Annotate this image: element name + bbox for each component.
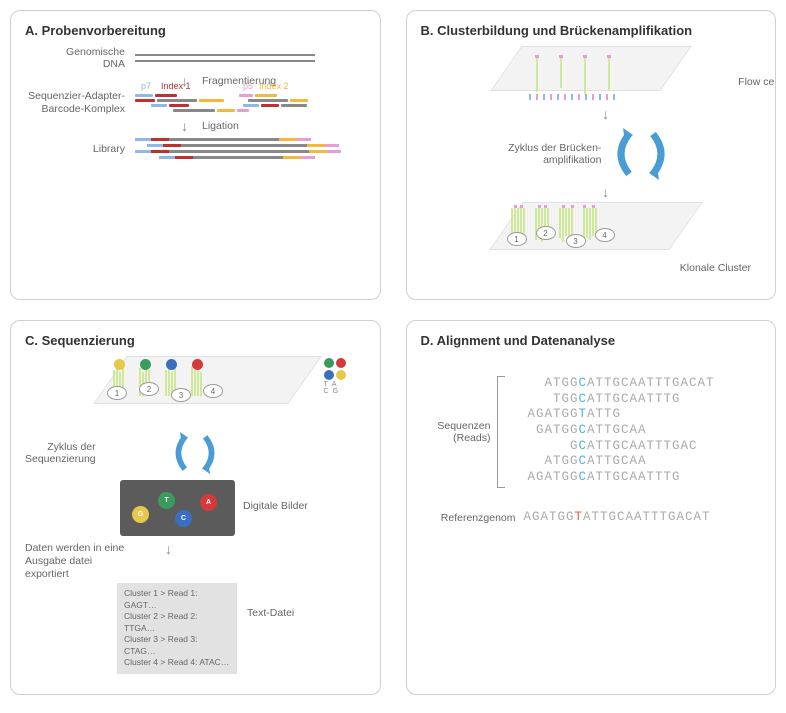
dna-strand-icon	[135, 60, 315, 62]
file-line: Cluster 1 > Read 1: GAGT…	[124, 588, 230, 611]
cluster-num-1: 1	[507, 232, 527, 246]
cluster-num-1: 1	[107, 386, 127, 400]
p7-annot: p7	[141, 81, 151, 91]
text-file-label: Text-Datei	[247, 607, 294, 619]
panel-b-title: B. Clusterbildung und Brückenamplifikati…	[421, 23, 762, 38]
adapter-fragment-icon	[135, 104, 366, 107]
panel-a-sample-prep: A. Probenvorbereitung Genomische DNA ↓ F…	[10, 10, 381, 300]
cycle-arrow-left-icon	[168, 432, 192, 474]
genomic-dna-label: Genomische DNA	[25, 46, 135, 70]
export-label: Daten werden in eine Ausgabe datei expor…	[25, 542, 125, 581]
reference-sequence: AGATGGTATTGCAATTTGACAT	[524, 510, 711, 526]
base-a-icon	[336, 358, 346, 368]
panel-b-clustering: B. Clusterbildung und Brückenamplifikati…	[406, 10, 777, 300]
digital-images-label: Digitale Bilder	[243, 500, 308, 512]
panel-c-title: C. Sequenzierung	[25, 333, 366, 348]
base-t-icon: T	[158, 492, 175, 509]
read-sequence: AGATGGTATTG	[511, 407, 715, 423]
adapter-fragment-icon	[135, 94, 366, 97]
arrow-down-icon: ↓	[165, 542, 172, 556]
read-sequence: ATGGCATTGCAA	[511, 454, 715, 470]
base-c-icon	[324, 370, 334, 380]
cluster-num-3: 3	[566, 234, 586, 248]
cluster-num-2: 2	[139, 382, 159, 396]
strand-icon	[536, 58, 538, 92]
cluster-num-2: 2	[536, 226, 556, 240]
library-fragment-icon	[159, 156, 366, 159]
p5-annot: p5	[243, 81, 253, 91]
library-fragment-icon	[135, 138, 366, 141]
base-c-icon: C	[175, 510, 192, 527]
read-sequence: AGATGGCATTGCAATTTG	[511, 470, 715, 486]
strand-icon	[584, 58, 586, 94]
library-label: Library	[25, 143, 135, 155]
adapter-fragment-icon	[135, 99, 366, 102]
cycle-arrow-right-icon	[198, 432, 222, 474]
library-fragment-icon	[147, 144, 366, 147]
base-t-icon	[324, 358, 334, 368]
arrow-down-icon: ↓	[602, 184, 609, 200]
digital-image-device-icon: G T C A	[120, 480, 235, 536]
strand-icon	[608, 58, 610, 90]
cluster-num-3: 3	[171, 388, 191, 402]
cluster-num-4: 4	[203, 384, 223, 398]
strand-icon	[560, 58, 562, 88]
dna-strand-icon	[135, 54, 315, 56]
arrow-down-icon: ↓	[602, 106, 609, 122]
read-sequence: GCATTGCAATTTGAC	[511, 439, 715, 455]
adapter-fragment-icon	[135, 109, 366, 112]
panel-c-sequencing: C. Sequenzierung 1 2 3 4	[10, 320, 381, 695]
file-line: Cluster 3 > Read 3: CTAG…	[124, 634, 230, 657]
base-a-icon: A	[200, 494, 217, 511]
clonal-cluster-label: Klonale Cluster	[680, 262, 751, 274]
reference-label: Referenzgenom	[421, 512, 516, 524]
ligation-label: Ligation	[202, 120, 239, 132]
base-g-icon: G	[132, 506, 149, 523]
sequences-label: Sequenzen (Reads)	[421, 420, 491, 444]
text-file-output: Cluster 1 > Read 1: GAGT… Cluster 2 > Re…	[117, 583, 237, 673]
read-sequence: ATGGCATTGCAATTTGACAT	[511, 376, 715, 392]
idx1-annot: Index 1	[161, 81, 191, 91]
bridge-cycle-label: Zyklus der Brücken- amplifikation	[508, 142, 601, 166]
arrow-down-icon: ↓	[181, 119, 188, 133]
read-sequence: GATGGCATTGCAA	[511, 423, 715, 439]
cycle-arrow-left-icon	[609, 128, 637, 180]
seq-cycle-label: Zyklus der Sequenzierung	[25, 441, 96, 465]
reads-block: ATGGCATTGCAATTTGACAT TGGCATTGCAATTTG AGA…	[511, 376, 715, 488]
base-g-icon	[336, 370, 346, 380]
flowcell-label: Flow cell	[738, 76, 776, 88]
cluster-num-4: 4	[595, 228, 615, 242]
library-fragment-icon	[135, 150, 366, 153]
panel-d-title: D. Alignment und Datenanalyse	[421, 333, 762, 348]
bracket-icon	[497, 376, 505, 488]
cluster-seq-icon	[191, 359, 203, 396]
cycle-arrow-right-icon	[645, 128, 673, 180]
panel-d-alignment: D. Alignment und Datenanalyse Sequenzen …	[406, 320, 777, 695]
adapter-complex-label: Sequenzier-Adapter- Barcode-Komplex	[25, 90, 135, 115]
panel-a-title: A. Probenvorbereitung	[25, 23, 366, 38]
file-line: Cluster 4 > Read 4: ATAC…	[124, 657, 230, 668]
read-sequence: TGGCATTGCAATTTG	[511, 392, 715, 408]
idx2-annot: Index 2	[259, 81, 289, 91]
file-line: Cluster 2 > Read 2: TTGA…	[124, 611, 230, 634]
